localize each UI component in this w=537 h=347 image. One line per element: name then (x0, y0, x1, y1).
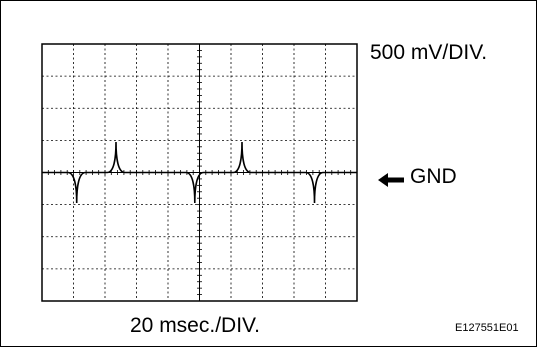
scope-screen-border (41, 43, 358, 302)
ground-label: GND (410, 165, 457, 188)
left-arrow-icon (378, 173, 404, 187)
volts-per-division-label: 500 mV/DIV. (370, 41, 488, 64)
time-per-division-label: 20 msec./DIV. (130, 314, 260, 337)
signal-waveform (42, 141, 357, 204)
figure-code: E127551E01 (455, 322, 519, 334)
